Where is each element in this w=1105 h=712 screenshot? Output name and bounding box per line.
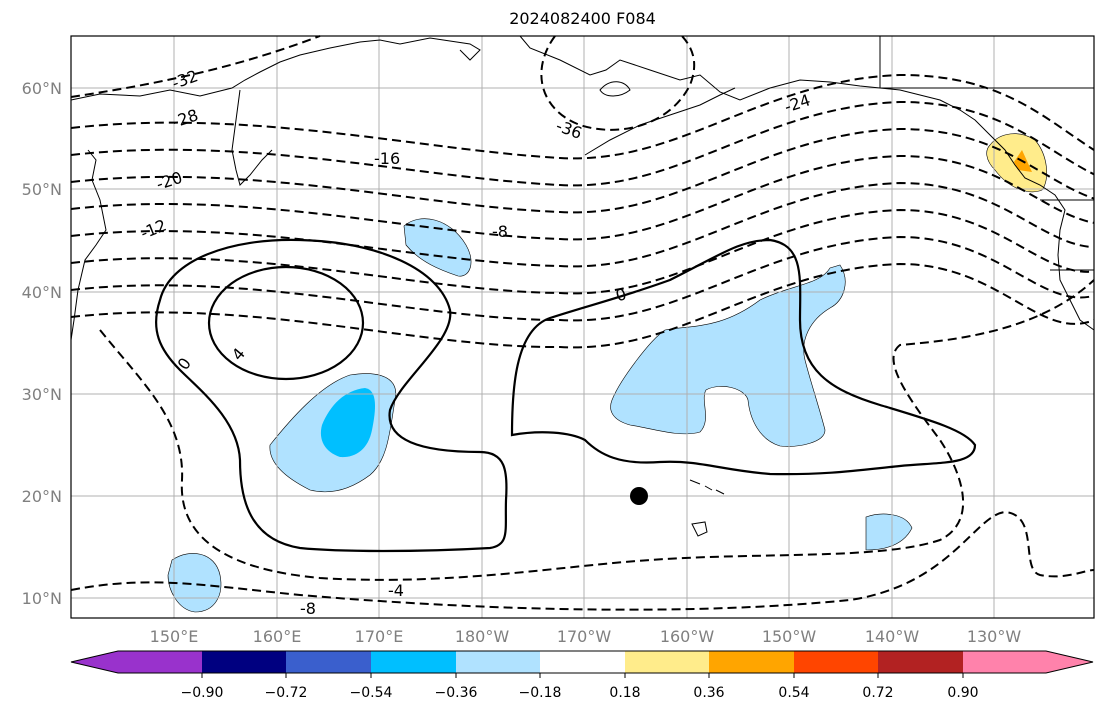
contour-line <box>70 181 1095 268</box>
colorbar-segment <box>963 651 1093 673</box>
gridlines <box>71 36 1094 618</box>
colorbar-tick-label: −0.18 <box>519 685 562 701</box>
latitude-label: 40°N <box>22 283 62 302</box>
contour-label: -36 <box>554 116 585 143</box>
colorbar-segment <box>878 651 963 673</box>
contour-line <box>70 208 1095 295</box>
contour-label: -20 <box>154 168 185 194</box>
longitude-label: 180°W <box>455 627 510 646</box>
map-frame <box>70 35 1095 619</box>
contour-label: -4 <box>388 581 404 600</box>
contour-label: -8 <box>300 599 316 618</box>
colorbar-outline <box>70 650 1094 674</box>
contour-label: -16 <box>374 149 400 168</box>
colorbar: −0.90 −0.72 −0.54 −0.36 −0.18 0.18 0.36 0.54 0.7… <box>70 650 1094 701</box>
colorbar-tick-label: 0.72 <box>862 685 893 701</box>
latitude-label: 50°N <box>22 180 62 199</box>
location-marker <box>630 487 648 505</box>
map-title: 2024082400 F084 <box>509 9 656 28</box>
contour-line <box>70 100 1095 187</box>
contour-four <box>207 265 365 381</box>
longitude-label: 140°W <box>865 627 920 646</box>
colorbar-segment <box>71 651 202 673</box>
contour-line <box>70 235 1095 322</box>
contour-line <box>70 154 1095 241</box>
longitude-label: 160°E <box>253 627 302 646</box>
contour-label: 0 <box>174 354 195 373</box>
colorbar-tick-label: −0.72 <box>265 685 308 701</box>
shade-cyan <box>320 388 376 458</box>
shade-light-blue <box>167 553 222 613</box>
latitude-labels: 60°N 50°N 40°N 30°N 20°N 10°N <box>22 79 62 608</box>
contour-label: -8 <box>492 222 508 241</box>
coastlines <box>70 35 1095 537</box>
colorbar-segment <box>540 651 625 673</box>
latitude-label: 10°N <box>22 589 62 608</box>
colorbar-segment <box>625 651 709 673</box>
contour-zero-left <box>155 238 508 553</box>
shade-light-blue <box>403 218 472 277</box>
contour-line <box>70 510 1095 611</box>
latitude-label: 60°N <box>22 79 62 98</box>
longitude-label: 170°W <box>557 627 612 646</box>
negative-contours <box>70 35 1095 611</box>
colorbar-segment <box>794 651 878 673</box>
longitude-labels: 150°E 160°E 170°E 180°W 170°W 160°W 150°W 140°W… <box>150 627 1022 646</box>
shade-light-blue <box>865 513 913 551</box>
colorbar-tick-label: 0.36 <box>693 685 724 701</box>
colorbar-segment <box>371 651 456 673</box>
colorbar-tick-label: −0.54 <box>350 685 393 701</box>
contour-label: -24 <box>782 90 813 116</box>
longitude-label: 170°E <box>355 627 404 646</box>
longitude-label: 160°W <box>660 627 715 646</box>
longitude-label: 130°W <box>967 627 1022 646</box>
colorbar-tick-label: −0.36 <box>435 685 478 701</box>
colorbar-segment <box>286 651 371 673</box>
colorbar-tick-label: −0.90 <box>181 685 224 701</box>
contour-zero-right <box>510 238 977 476</box>
contour-label: -12 <box>138 215 169 242</box>
contour-line <box>70 127 1095 214</box>
contour-line <box>70 262 1095 349</box>
colorbar-tick-label: 0.54 <box>778 685 809 701</box>
longitude-label: 150°W <box>762 627 817 646</box>
colorbar-segment <box>456 651 540 673</box>
colorbar-tick-label: 0.18 <box>609 685 640 701</box>
shade-light-blue <box>610 264 846 447</box>
colorbar-segment <box>202 651 286 673</box>
latitude-label: 20°N <box>22 487 62 506</box>
zero-and-positive-contours <box>155 238 977 553</box>
latitude-label: 30°N <box>22 385 62 404</box>
contour-line <box>70 73 1095 160</box>
contour-line <box>99 279 1095 581</box>
longitude-label: 150°E <box>150 627 199 646</box>
colorbar-segment <box>709 651 794 673</box>
shading <box>167 133 1048 613</box>
colorbar-tick-label: 0.90 <box>947 685 978 701</box>
